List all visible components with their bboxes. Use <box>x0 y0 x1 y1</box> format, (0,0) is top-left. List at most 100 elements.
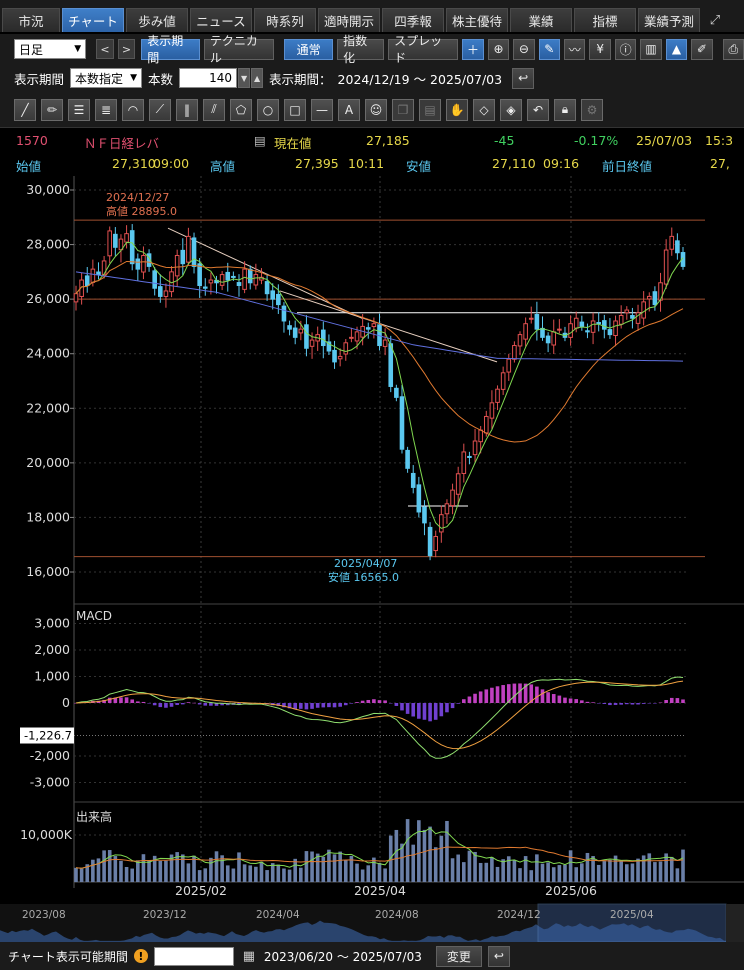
macd-histogram-bar <box>478 691 483 703</box>
macd-histogram-bar <box>152 703 157 706</box>
hlines-tool-icon[interactable]: ☰ <box>68 98 90 121</box>
yen-icon[interactable]: ¥ <box>589 38 611 60</box>
macd-histogram-bar <box>658 702 663 703</box>
zoom-in-icon[interactable]: ⊕ <box>487 38 510 60</box>
range-label: 表示期間： <box>269 71 332 87</box>
period-toolbar: 表示期間 本数指定 ▼ 本数 140 ▼ ▲ 表示期間： 2024/12/19 … <box>0 64 744 92</box>
mode-select[interactable]: 本数指定 ▼ <box>70 68 143 88</box>
volume-bar <box>439 835 444 882</box>
tab-1[interactable]: チャート <box>62 8 124 32</box>
price-tick-label: 24,000 <box>26 346 70 361</box>
text-tool-icon[interactable]: A <box>338 98 360 121</box>
tab-0[interactable]: 市況 <box>2 8 60 32</box>
candle-body <box>405 449 410 469</box>
prev-button[interactable]: < <box>96 39 114 59</box>
available-period-label: チャート表示可能期間 <box>8 949 128 964</box>
volume-bar <box>580 863 584 882</box>
candle-body <box>371 323 377 328</box>
indexed-button[interactable]: 指数化 <box>337 34 385 65</box>
candle-body <box>618 315 624 325</box>
candle-body <box>663 249 669 285</box>
tab-3[interactable]: ニュース <box>190 8 252 32</box>
print-icon[interactable]: ⎙ <box>722 38 744 60</box>
volume-tick-label: 10,000K <box>20 827 73 842</box>
macd-histogram-bar <box>248 703 253 705</box>
count-input[interactable]: 140 <box>179 68 238 88</box>
fib-tool-icon[interactable]: ≣ <box>95 98 117 121</box>
paste-tool-icon[interactable]: ▤ <box>419 98 441 121</box>
tab-8[interactable]: 業績 <box>510 8 572 32</box>
volume-bar <box>377 862 382 882</box>
volume-bar <box>456 854 460 882</box>
low-value: 27,110 <box>492 156 536 171</box>
normal-button[interactable]: 通常 <box>284 38 334 60</box>
return-icon[interactable]: ↩ <box>512 67 535 89</box>
undo-tool-icon[interactable]: ↶ <box>527 98 549 121</box>
expand-icon[interactable]: ⤢ <box>709 12 721 28</box>
spread-button[interactable]: スプレッド <box>388 34 459 65</box>
return-icon[interactable]: ↩ <box>487 945 510 967</box>
volume-bar <box>130 868 135 882</box>
change-percent: -0.17% <box>574 133 619 148</box>
volume-bar <box>641 855 646 882</box>
tab-5[interactable]: 適時開示 <box>318 8 380 32</box>
start-date-input[interactable] <box>153 946 234 966</box>
lock-tool-icon[interactable]: 🔒︎ <box>554 98 576 121</box>
tab-2[interactable]: 歩み値 <box>126 8 188 32</box>
document-icon[interactable]: ▤ <box>254 133 266 148</box>
tab-7[interactable]: 株主優待 <box>446 8 508 32</box>
count-up-button[interactable]: ▲ <box>251 68 264 88</box>
mountain-chart-icon[interactable]: ▲ <box>665 38 688 60</box>
circle-tool-icon[interactable]: ○ <box>257 98 279 121</box>
wrench-icon[interactable]: ✐ <box>691 38 713 60</box>
icon-tool-icon[interactable]: ☺ <box>365 98 387 121</box>
candle-body <box>675 240 680 254</box>
display-period-button[interactable]: 表示期間 <box>141 34 200 65</box>
volume-ma-mid <box>75 846 684 869</box>
rect-tool-icon[interactable]: □ <box>284 98 306 121</box>
candle-body <box>551 331 557 346</box>
navigator-label: 2024/04 <box>256 909 300 921</box>
macd-histogram-bar <box>355 702 359 703</box>
volume-bar <box>343 860 348 882</box>
macd-histogram-bar <box>214 703 219 706</box>
eraser-tool-icon[interactable]: ◇ <box>473 98 495 121</box>
channel-tool-icon[interactable]: ⫽ <box>203 98 225 121</box>
candle-body <box>585 330 590 333</box>
hline-tool-icon[interactable]: — <box>311 98 333 121</box>
my-chart-icon[interactable]: ▥ <box>640 38 662 60</box>
eraser-all-tool-icon[interactable]: ◈ <box>500 98 522 121</box>
tab-10[interactable]: 業績予測 <box>638 8 700 32</box>
line-tool-icon[interactable]: ╱ <box>14 98 36 121</box>
change-button[interactable]: 変更 <box>435 945 482 967</box>
vlines-tool-icon[interactable]: ‖ <box>176 98 198 121</box>
fan-tool-icon[interactable]: ⟋ <box>149 98 171 121</box>
available-period-range: 2023/06/20 ～ 2025/07/03 <box>263 949 422 964</box>
macd-histogram-bar <box>439 703 444 717</box>
count-down-button[interactable]: ▼ <box>238 68 251 88</box>
pen-icon[interactable]: ✎ <box>538 38 561 60</box>
technical-button[interactable]: テクニカル <box>203 34 275 65</box>
macd-histogram-bar <box>282 703 286 708</box>
info-icon[interactable]: ⓘ <box>614 38 637 60</box>
price-chart[interactable]: 30,000 28,000 26,000 24,000 22,000 20,000 18,0… <box>0 176 744 942</box>
ruler-tool-icon[interactable]: ✏ <box>41 98 63 121</box>
tab-4[interactable]: 時系列 <box>254 8 316 32</box>
arc-tool-icon[interactable]: ◠ <box>122 98 144 121</box>
volume-bar <box>523 856 528 882</box>
macd-histogram-bar <box>664 699 668 703</box>
next-button[interactable]: > <box>117 39 136 59</box>
zoom-out-icon[interactable]: ⊖ <box>513 38 535 60</box>
hand-tool-icon[interactable]: ✋ <box>446 98 468 121</box>
price-tick-label: 22,000 <box>26 400 70 415</box>
crosshair-icon[interactable]: ＋ <box>462 38 484 60</box>
calendar-icon[interactable]: ▦ <box>242 948 256 964</box>
macd-histogram-bar <box>327 703 331 708</box>
tab-6[interactable]: 四季報 <box>382 8 444 32</box>
period-select[interactable]: 日足 ▼ <box>14 39 87 59</box>
settings-tool-icon[interactable]: ⚙ <box>581 98 603 121</box>
wave-icon[interactable]: 〰 <box>564 38 586 60</box>
copy-tool-icon[interactable]: ❐ <box>392 98 414 121</box>
tab-9[interactable]: 指標 <box>574 8 636 32</box>
pentagon-tool-icon[interactable]: ⬠ <box>230 98 252 121</box>
